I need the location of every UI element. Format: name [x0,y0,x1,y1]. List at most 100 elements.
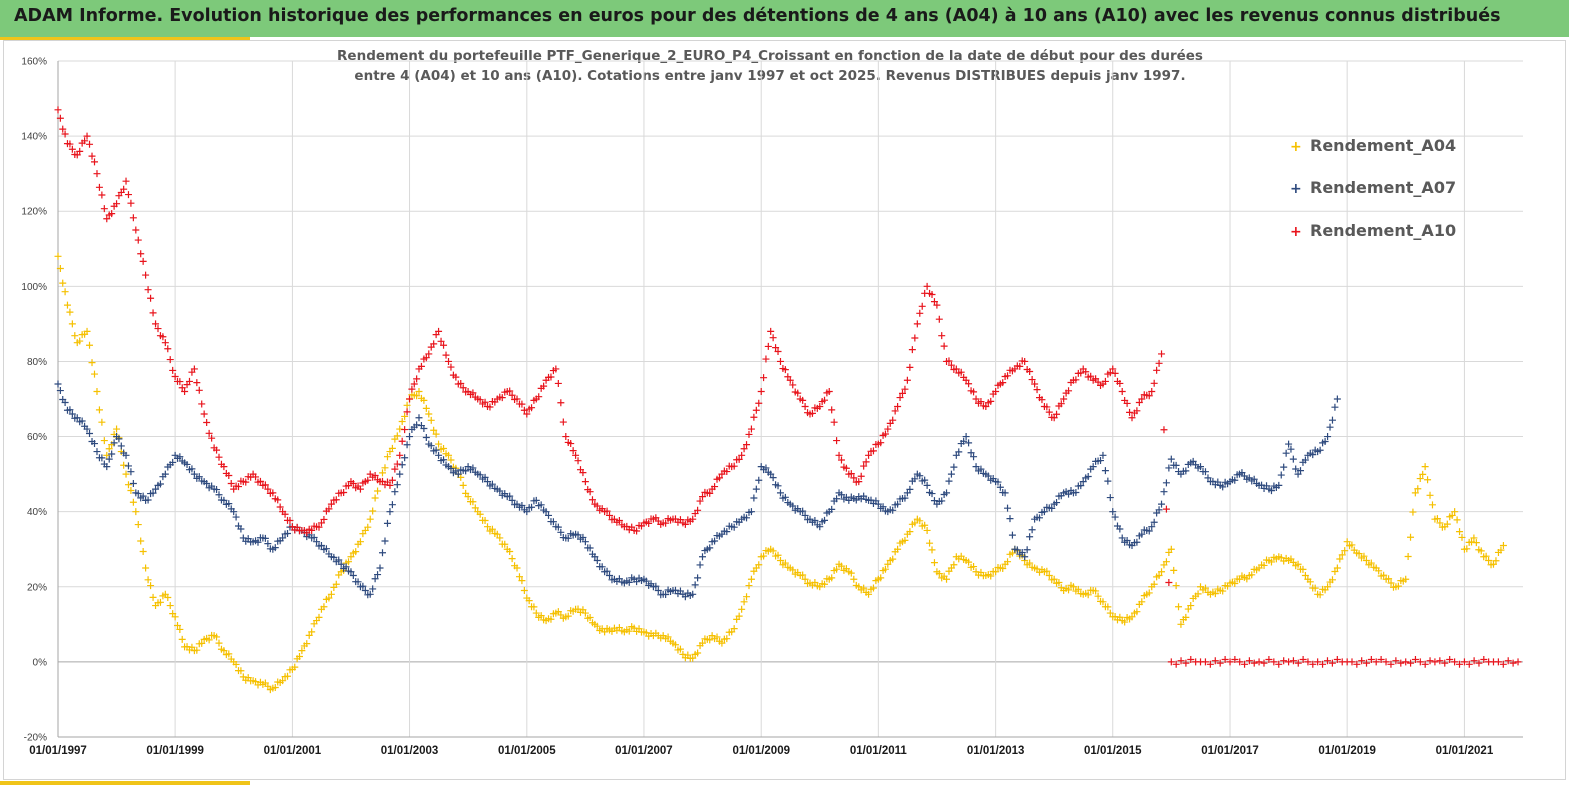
data-point [1355,550,1363,558]
data-point [1226,658,1234,666]
data-point [1038,396,1046,404]
data-point [1326,423,1334,431]
data-point [730,462,738,470]
data-point [124,191,132,199]
data-point [987,572,995,580]
data-point [459,481,467,489]
data-point [972,463,980,471]
data-point [1480,655,1488,663]
data-point [916,309,924,317]
data-point [747,575,755,583]
data-point [830,418,838,426]
data-point [1165,464,1173,472]
x-tick-label: 01/01/2011 [850,745,908,757]
data-point [715,474,723,482]
data-point [1421,463,1429,471]
data-point [1316,446,1324,454]
data-point [884,560,892,568]
data-point [567,440,575,448]
data-point [847,569,855,577]
data-point [1158,500,1166,508]
data-point [59,279,67,287]
data-point [1494,658,1502,666]
data-point [889,506,897,514]
data-point [1362,556,1370,564]
data-point [706,544,714,552]
data-point [935,315,943,323]
data-point [476,396,484,404]
data-point [354,578,362,586]
data-point [723,468,731,476]
data-point [1065,387,1073,395]
data-point [166,356,174,364]
data-point [1260,561,1268,569]
data-point [342,563,350,571]
data-point [147,582,155,590]
data-point [1128,414,1136,422]
data-point [471,504,479,512]
series-Rendement_A10 [54,106,1522,668]
legend-label-a04: Rendement_A04 [1310,136,1457,155]
data-point [898,389,906,397]
data-point [1282,449,1290,457]
data-point [789,381,797,389]
data-point [654,587,662,595]
y-tick-label: 100% [21,282,47,293]
data-point [1492,557,1500,565]
data-point [406,433,414,441]
data-point [750,494,758,502]
data-point [723,528,731,536]
data-point [694,574,702,582]
data-point [1055,579,1063,586]
data-point [1116,525,1124,533]
data-point [1170,566,1178,574]
data-point [506,548,514,556]
data-point [889,416,897,424]
x-tick-label: 01/01/2021 [1436,745,1494,757]
data-point [1160,488,1168,496]
data-point [1048,504,1056,512]
data-point [303,529,311,537]
data-point [232,513,240,521]
data-point [261,481,269,489]
y-tick-label: 40% [27,507,47,518]
data-point [1104,477,1112,485]
data-point [642,577,650,585]
data-point [1299,565,1307,573]
data-point [908,346,916,354]
data-point [821,396,829,404]
data-point [1387,579,1395,587]
data-point [923,526,931,534]
data-point [381,464,389,472]
data-point [185,377,193,385]
data-point [1099,598,1107,606]
data-point [1109,508,1117,516]
data-point [225,650,233,658]
data-point [1036,514,1044,522]
data-point [437,337,445,345]
data-point [1050,575,1058,583]
data-point [689,590,697,598]
data-point [1428,501,1436,509]
data-point [435,451,443,459]
data-point [1004,504,1012,512]
data-point [960,437,968,445]
data-point [889,555,897,563]
data-point [198,400,206,408]
data-point [681,593,689,601]
x-tick-label: 01/01/2007 [615,745,673,757]
data-point [98,418,106,426]
data-point [606,511,614,519]
data-point [86,140,94,148]
data-point [1468,538,1476,546]
data-point [508,555,516,563]
data-point [760,552,768,560]
data-point [816,403,824,411]
data-point [296,653,304,661]
data-point [506,387,514,395]
data-point [513,564,521,572]
data-point [303,640,311,648]
data-point [113,200,121,208]
data-point [501,540,509,548]
data-point [962,433,970,441]
